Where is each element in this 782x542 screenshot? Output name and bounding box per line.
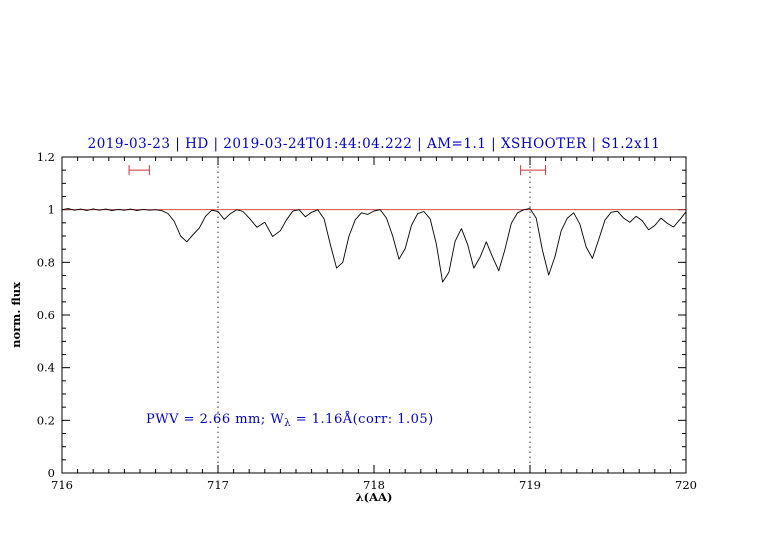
x-tick-label: 720 [675,478,697,492]
x-tick-label: 719 [519,478,541,492]
y-tick-label: 0.6 [37,308,55,322]
y-tick-label: 0.8 [37,255,55,269]
plot-frame [61,156,687,474]
y-axis-title: norm. flux [9,282,23,348]
annotation-suffix: = 1.16Å(corr: 1.05) [291,411,434,427]
plot-content: 716 717 718 719 720 0 0.2 0.4 0.6 0.8 1 1.2 [37,150,697,492]
y-tick-label: 0.2 [37,413,55,427]
annotation-subscript: λ [284,418,291,429]
y-tick-label: 1.2 [37,150,55,164]
plot-title: 2019-03-23 | HD | 2019-03-24T01:44:04.22… [88,136,661,152]
annotation: PWV = 2.66 mm; Wλ = 1.16Å(corr: 1.05) [146,411,434,429]
spectrum-line [61,208,687,283]
y-tick-label: 1 [48,203,55,217]
annotation-prefix: PWV = 2.66 mm; W [146,412,284,427]
y-tick-label: 0.4 [37,361,55,375]
x-tick-label: 717 [207,478,229,492]
x-tick-label: 716 [51,478,73,492]
y-tick-label: 0 [48,466,55,480]
x-tick-label: 718 [363,478,385,492]
x-axis-title: λ(AA) [356,490,393,504]
